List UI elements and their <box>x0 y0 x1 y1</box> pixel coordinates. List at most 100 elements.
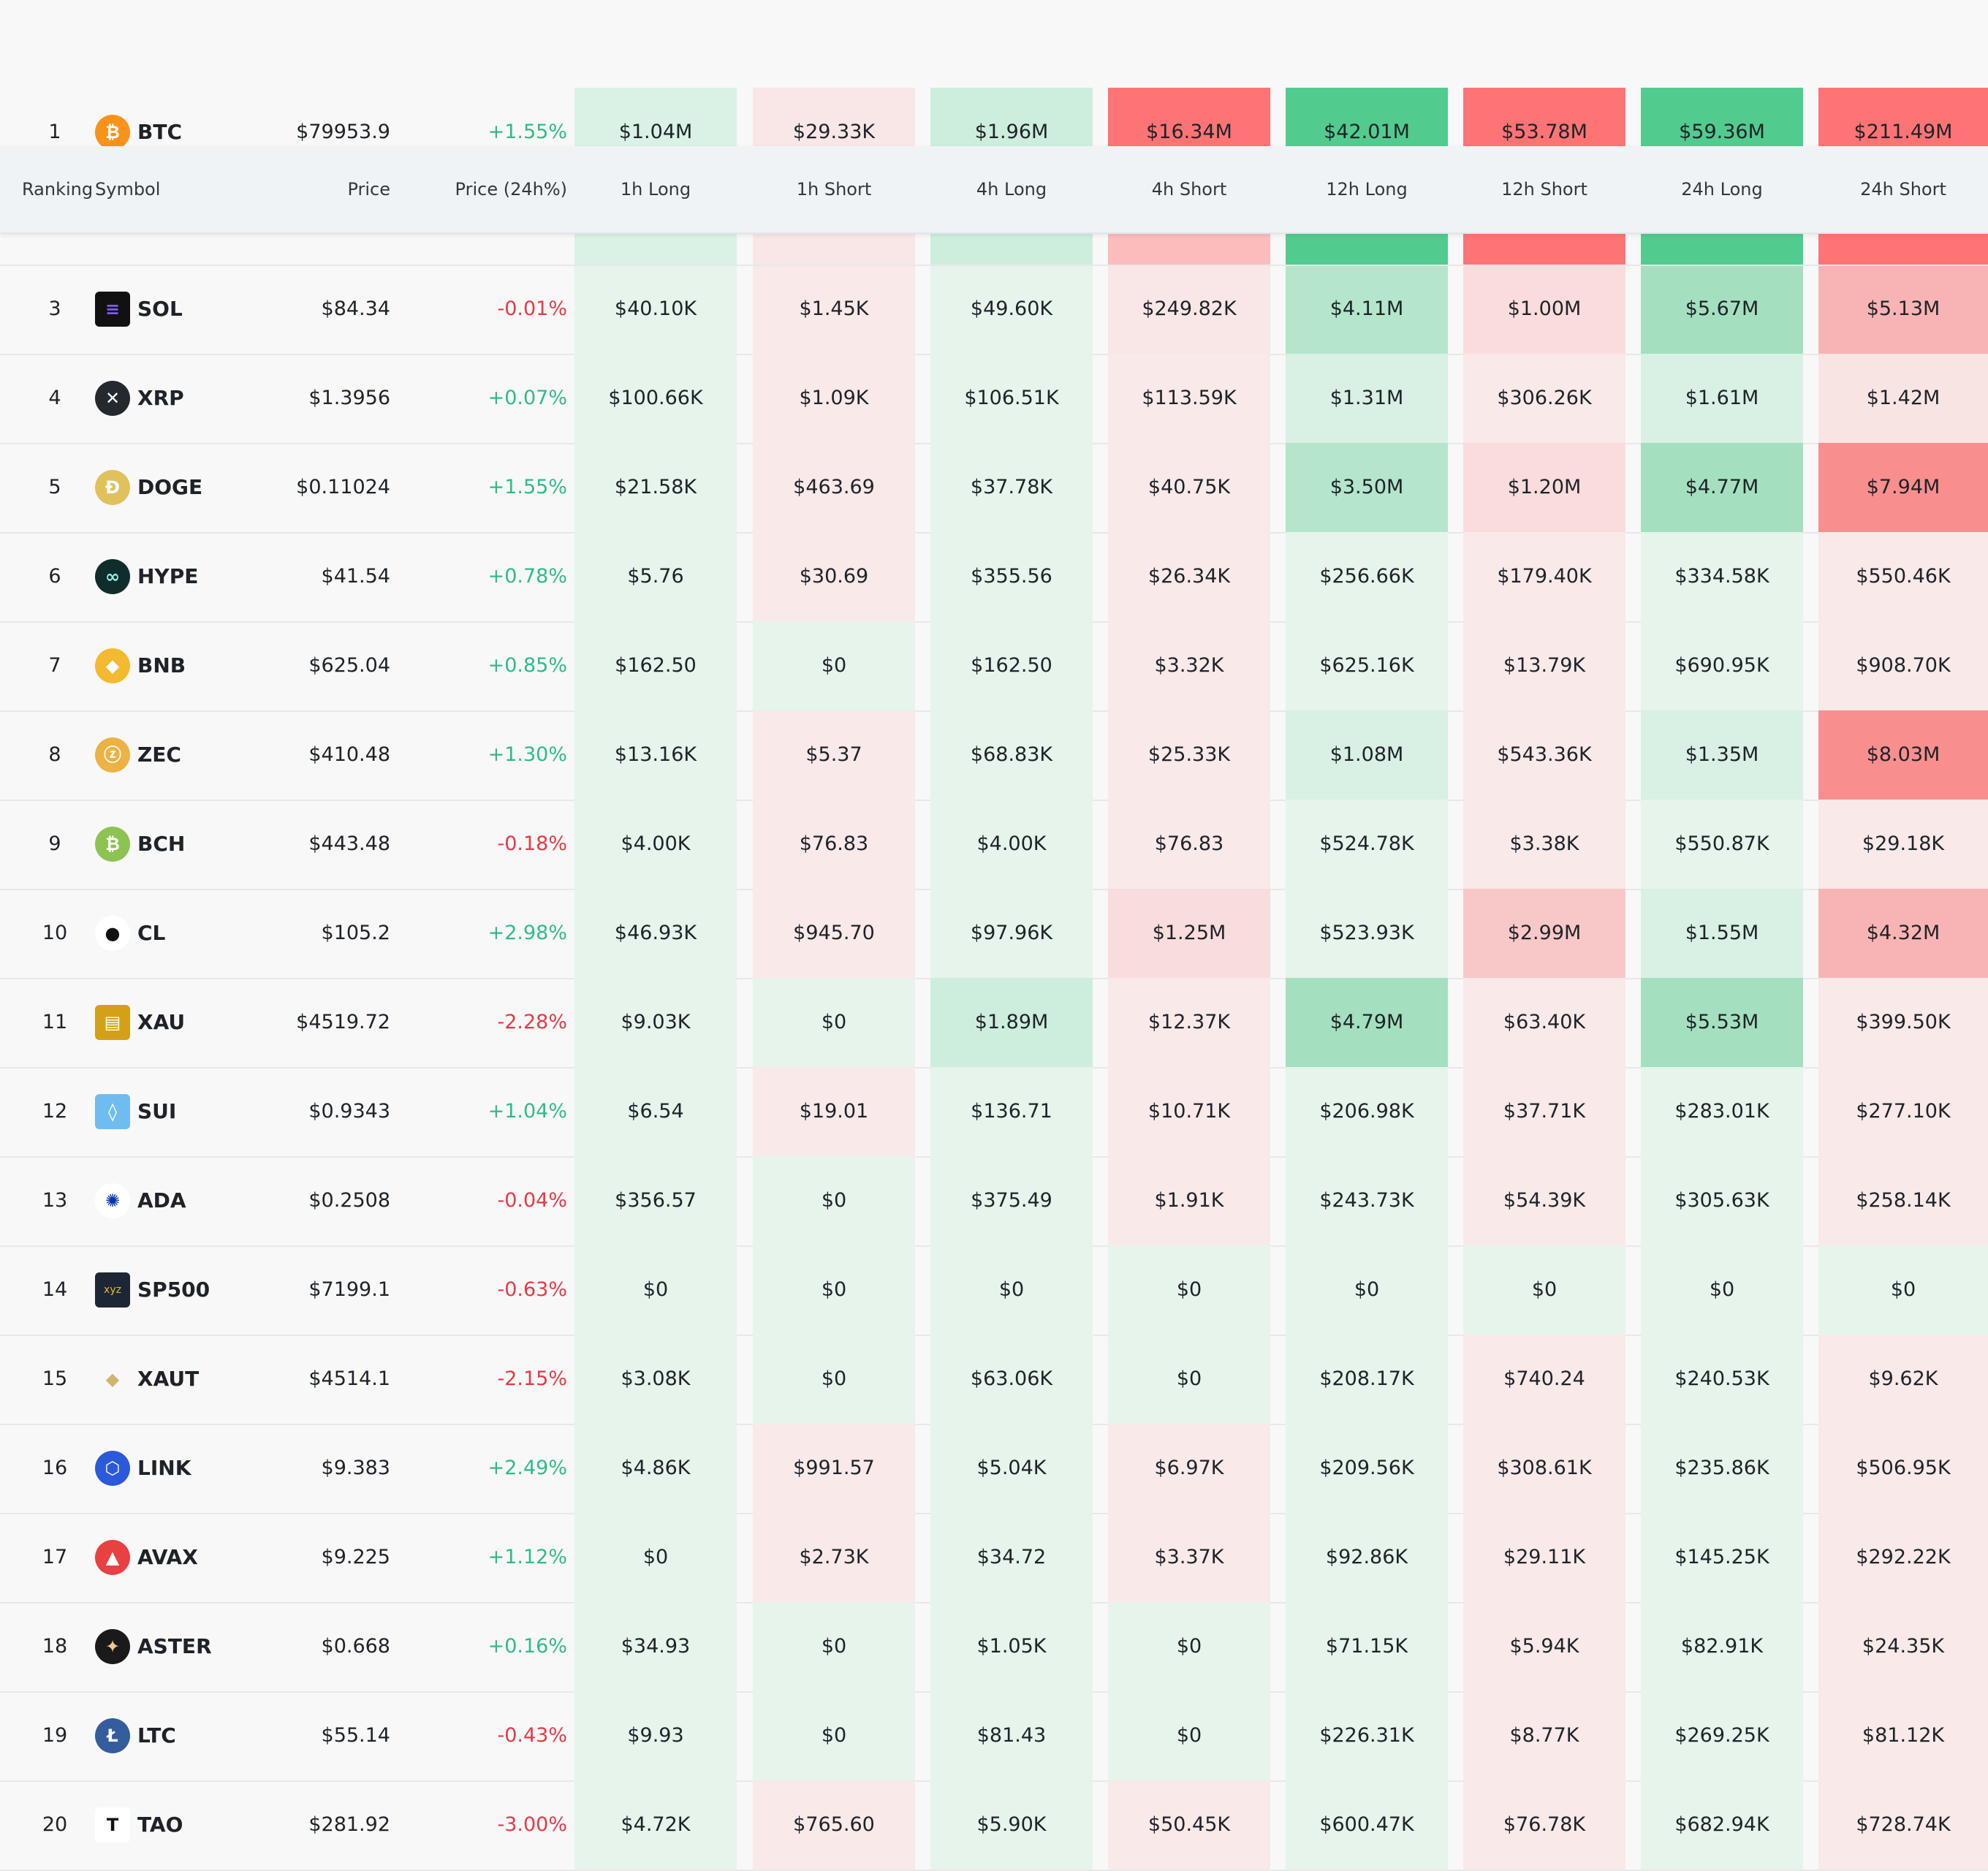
liquidation-value-cell: $0 <box>1176 1635 1202 1658</box>
table-row[interactable]: 20 T TAO $281.92 -3.00% $4.72K $765.60 $5.90K $5… <box>0 1780 1988 1871</box>
header-4h-long[interactable]: 4h Long <box>976 179 1047 200</box>
table-row[interactable]: 13 ✺ ADA $0.2508 -0.04% $356.57 $0 $375.49 $1.91… <box>0 1156 1988 1247</box>
rank-cell: 18 <box>42 1635 68 1658</box>
liquidation-value-cell: $0 <box>1354 1278 1380 1301</box>
liquidation-value-cell: $292.22K <box>1856 1546 1951 1568</box>
price-change-cell: +0.78% <box>487 565 567 588</box>
liquidation-value-cell: $523.93K <box>1319 922 1414 944</box>
liquidation-value-cell: $21.58K <box>614 476 697 498</box>
rank-cell: 19 <box>42 1724 68 1747</box>
header-24h-short[interactable]: 24h Short <box>1860 179 1946 200</box>
table-row[interactable]: 18 ✦ ASTER $0.668 +0.16% $34.93 $0 $1.05K $0 $71.… <box>0 1602 1988 1693</box>
table-row[interactable]: 12 ◊ SUI $0.9343 +1.04% $6.54 $19.01 $136.71 $10… <box>0 1067 1988 1158</box>
table-row[interactable]: 6 ∞ HYPE $41.54 +0.78% $5.76 $30.69 $355.56 $26.… <box>0 532 1988 623</box>
value-cell-bg <box>1108 621 1270 710</box>
symbol-cell: SP500 <box>137 1278 210 1302</box>
table-row[interactable]: 7 ◆ BNB $625.04 +0.85% $162.50 $0 $162.50 $3.32K… <box>0 621 1988 712</box>
liquidation-value-cell: $34.93 <box>621 1635 691 1658</box>
rank-cell: 10 <box>42 922 68 944</box>
liquidation-value-cell: $206.98K <box>1319 1100 1414 1123</box>
value-cell-bg <box>1818 532 1988 621</box>
liquidation-value-cell: $42.01M <box>1324 121 1410 143</box>
value-cell-bg <box>753 1424 915 1513</box>
value-cell-bg <box>930 1602 1093 1691</box>
value-cell-bg <box>1641 889 1803 978</box>
liquidation-value-cell: $209.56K <box>1319 1457 1414 1479</box>
liquidation-value-cell: $92.86K <box>1325 1546 1408 1568</box>
value-cell-bg <box>1818 1335 1988 1424</box>
value-cell-bg <box>1108 1602 1270 1691</box>
value-cell-bg <box>930 265 1093 354</box>
value-cell-bg <box>1463 1513 1625 1602</box>
value-cell-bg <box>1463 889 1625 978</box>
table-row[interactable]: 16 ⬡ LINK $9.383 +2.49% $4.86K $991.57 $5.04K $6… <box>0 1424 1988 1514</box>
liquidation-value-cell: $5.67M <box>1685 297 1759 320</box>
table-row[interactable]: 3 ≡ SOL $84.34 -0.01% $40.10K $1.45K $49.60K $24… <box>0 265 1988 355</box>
price-change-cell: -0.63% <box>497 1278 567 1301</box>
liquidation-value-cell: $600.47K <box>1319 1813 1414 1836</box>
table-row[interactable]: 19 Ł LTC $55.14 -0.43% $9.93 $0 $81.43 $0 $226.31… <box>0 1691 1988 1782</box>
header-ranking[interactable]: Ranking <box>22 179 94 200</box>
table-row[interactable]: 9 ₿ BCH $443.48 -0.18% $4.00K $76.83 $4.00K $76.… <box>0 800 1988 890</box>
symbol-cell: ADA <box>137 1188 186 1212</box>
value-cell-bg <box>1286 443 1448 532</box>
value-cell-bg <box>574 1513 737 1602</box>
liquidation-value-cell: $25.33K <box>1147 743 1231 766</box>
liquidation-value-cell: $81.43 <box>976 1724 1047 1747</box>
header-12h-short[interactable]: 12h Short <box>1501 179 1587 200</box>
value-cell-bg <box>1463 1424 1625 1513</box>
liquidation-value-cell: $1.08M <box>1329 743 1404 766</box>
value-cell-bg <box>574 978 737 1067</box>
ltc-icon: Ł <box>95 1718 130 1753</box>
price-cell: $0.11024 <box>296 476 390 498</box>
table-row[interactable]: 15 ◆ XAUT $4514.1 -2.15% $3.08K $0 $63.06K $0 $20… <box>0 1335 1988 1425</box>
liquidation-value-cell: $9.93 <box>627 1724 684 1747</box>
header-price-change[interactable]: Price (24h%) <box>455 179 567 200</box>
liquidation-value-cell: $991.57 <box>793 1457 875 1479</box>
header-1h-long[interactable]: 1h Long <box>620 179 691 200</box>
liquidation-value-cell: $0 <box>1176 1724 1202 1747</box>
table-row[interactable]: 17 ▲ AVAX $9.225 +1.12% $0 $2.73K $34.72 $3.37K $… <box>0 1513 1988 1604</box>
table-row[interactable]: 10 ● CL $105.2 +2.98% $46.93K $945.70 $97.96K $1… <box>0 889 1988 979</box>
header-12h-long[interactable]: 12h Long <box>1326 179 1408 200</box>
header-4h-short[interactable]: 4h Short <box>1151 179 1227 200</box>
symbol-cell: CL <box>137 921 166 945</box>
table-row[interactable]: 4 ✕ XRP $1.3956 +0.07% $100.66K $1.09K $106.51K… <box>0 354 1988 444</box>
price-change-cell: +1.55% <box>487 476 567 498</box>
liquidation-value-cell: $4.00K <box>621 832 691 855</box>
value-cell-bg <box>1286 1424 1448 1513</box>
header-symbol[interactable]: Symbol <box>95 179 161 200</box>
liquidation-value-cell: $37.78K <box>970 476 1053 498</box>
header-24h-long[interactable]: 24h Long <box>1681 179 1763 200</box>
value-cell-bg <box>574 889 737 978</box>
value-cell-bg <box>1641 1335 1803 1424</box>
liquidation-value-cell: $29.18K <box>1862 832 1945 855</box>
liquidation-value-cell: $2.99M <box>1507 922 1582 944</box>
value-cell-bg <box>930 532 1093 621</box>
liquidation-value-cell: $240.53K <box>1674 1367 1769 1390</box>
liquidation-value-cell: $26.34K <box>1147 565 1231 588</box>
table-row[interactable]: 5 Ð DOGE $0.11024 +1.55% $21.58K $463.69 $37.78… <box>0 443 1988 534</box>
price-cell: $0.9343 <box>308 1100 390 1123</box>
value-cell-bg <box>930 978 1093 1067</box>
liquidation-value-cell: $1.05K <box>976 1635 1047 1658</box>
value-cell-bg <box>1108 232 1270 265</box>
liquidation-value-cell: $0 <box>642 1278 669 1301</box>
liquidation-value-cell: $1.04M <box>618 121 693 143</box>
header-price[interactable]: Price <box>347 179 390 200</box>
header-1h-short[interactable]: 1h Short <box>796 179 872 200</box>
value-cell-bg <box>1286 1245 1448 1335</box>
liquidation-value-cell: $81.12K <box>1862 1724 1945 1747</box>
symbol-cell: SUI <box>137 1099 177 1123</box>
table-row[interactable]: 11 ▤ XAU $4519.72 -2.28% $9.03K $0 $1.89M $12.37… <box>0 978 1988 1069</box>
value-cell-bg <box>1108 265 1270 354</box>
value-cell-bg <box>1108 1067 1270 1156</box>
table-header: Ranking Symbol Price Price (24h%) 1h Lon… <box>0 146 1988 234</box>
value-cell-bg <box>1108 978 1270 1067</box>
liquidation-value-cell: $1.00M <box>1507 297 1582 320</box>
value-cell-bg <box>1286 1691 1448 1780</box>
rank-cell: 11 <box>42 1011 68 1033</box>
table-row[interactable]: 8 ⓩ ZEC $410.48 +1.30% $13.16K $5.37 $68.83K $25… <box>0 710 1988 801</box>
table-row[interactable]: 14 xyz SP500 $7199.1 -0.63% $0 $0 $0 $0 $0 $0 $0 $0 <box>0 1245 1988 1336</box>
value-cell-bg <box>1818 1780 1988 1870</box>
